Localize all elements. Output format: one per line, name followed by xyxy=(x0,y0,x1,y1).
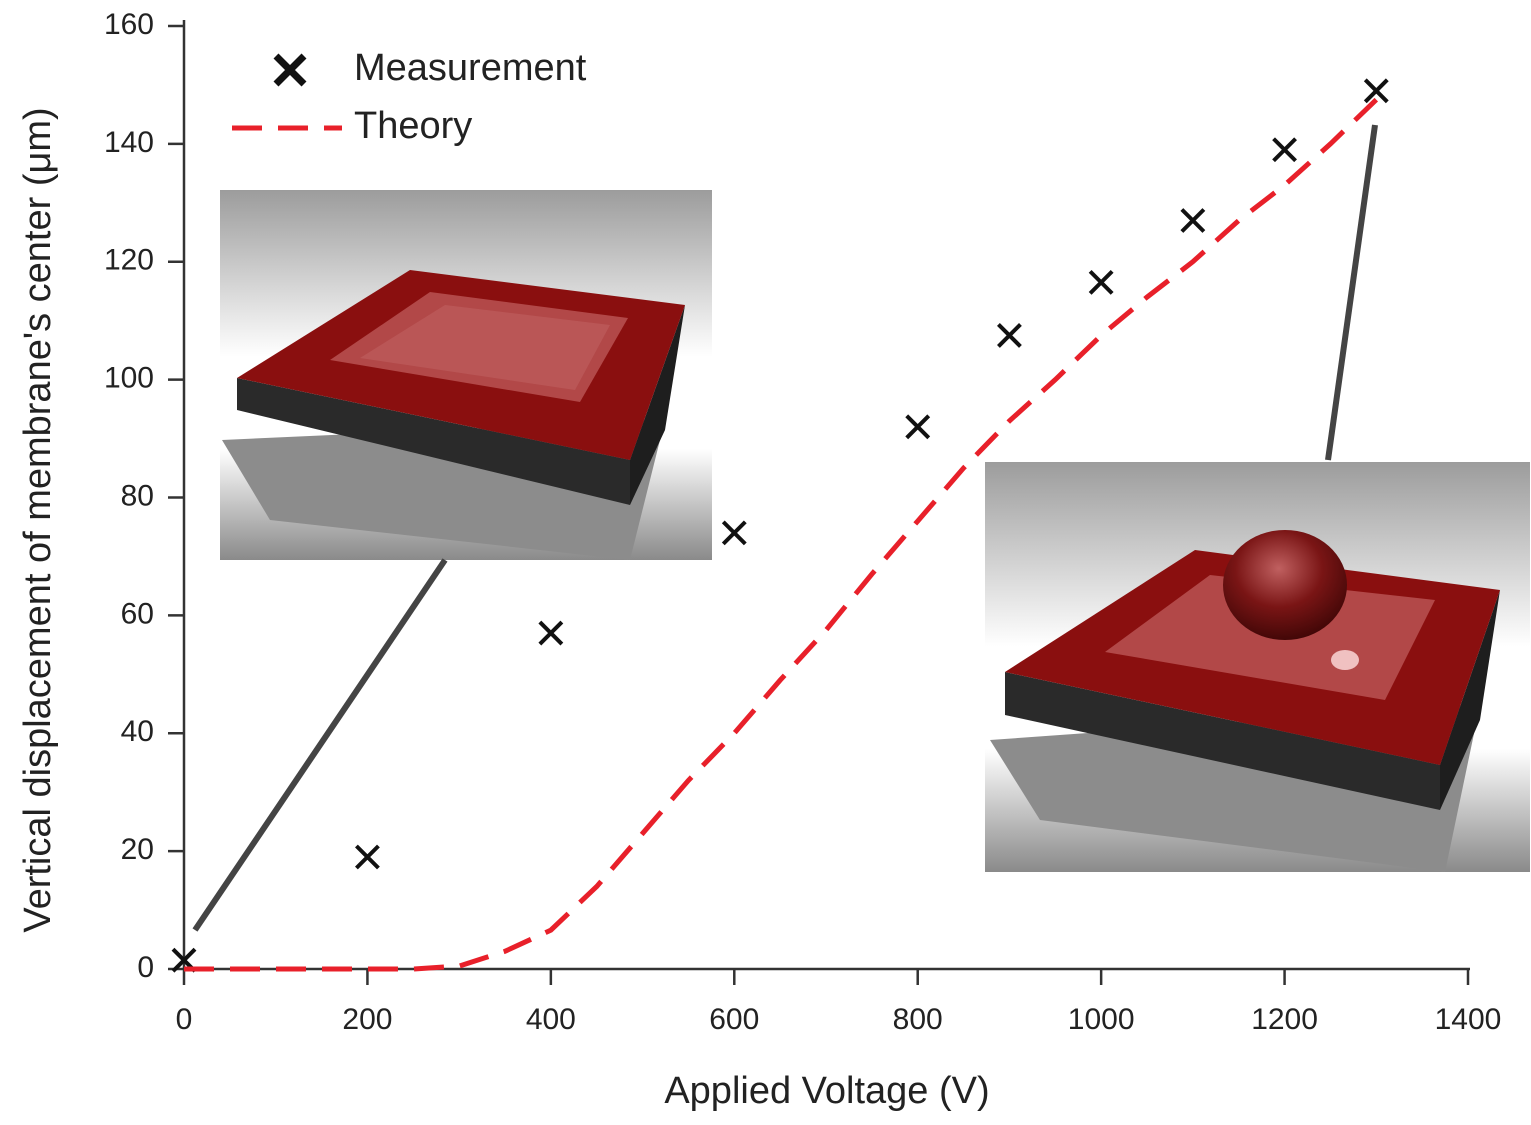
inset-pointer xyxy=(195,560,445,930)
chart: Applied Voltage (V) Vertical displacemen… xyxy=(0,0,1531,1125)
legend-marker xyxy=(276,56,304,84)
x-tick-label: 1400 xyxy=(1435,1003,1502,1036)
inset-pointer xyxy=(1328,125,1375,460)
data-point xyxy=(998,324,1020,346)
x-tick-label: 1200 xyxy=(1251,1003,1318,1036)
data-point xyxy=(1090,271,1112,293)
inset-bulged-membrane xyxy=(985,462,1530,872)
x-tick-label: 600 xyxy=(709,1003,759,1036)
x-axis-label: Applied Voltage (V) xyxy=(664,1070,989,1112)
legend-label: Theory xyxy=(354,105,472,147)
x-tick-label: 800 xyxy=(893,1003,943,1036)
data-point xyxy=(907,416,929,438)
y-tick-label: 120 xyxy=(104,244,154,277)
y-tick-label: 80 xyxy=(121,479,154,512)
y-tick-label: 160 xyxy=(104,8,154,41)
x-tick-label: 1000 xyxy=(1068,1003,1135,1036)
legend-label: Measurement xyxy=(354,47,587,89)
y-tick-label: 100 xyxy=(104,362,154,395)
inset-flat-membrane xyxy=(220,190,712,560)
y-axis-label: Vertical displacement of membrane's cent… xyxy=(17,107,59,932)
x-tick-label: 200 xyxy=(342,1003,392,1036)
y-tick-label: 0 xyxy=(137,951,154,984)
x-tick-label: 400 xyxy=(526,1003,576,1036)
data-point xyxy=(1274,139,1296,161)
data-point xyxy=(723,522,745,544)
y-tick-label: 60 xyxy=(121,597,154,630)
data-point xyxy=(1182,209,1204,231)
x-tick-label: 0 xyxy=(176,1003,193,1036)
data-point xyxy=(540,622,562,644)
data-point xyxy=(1365,80,1387,102)
y-tick-label: 140 xyxy=(104,126,154,159)
y-tick-label: 40 xyxy=(121,715,154,748)
y-tick-label: 20 xyxy=(121,833,154,866)
data-point xyxy=(356,846,378,868)
